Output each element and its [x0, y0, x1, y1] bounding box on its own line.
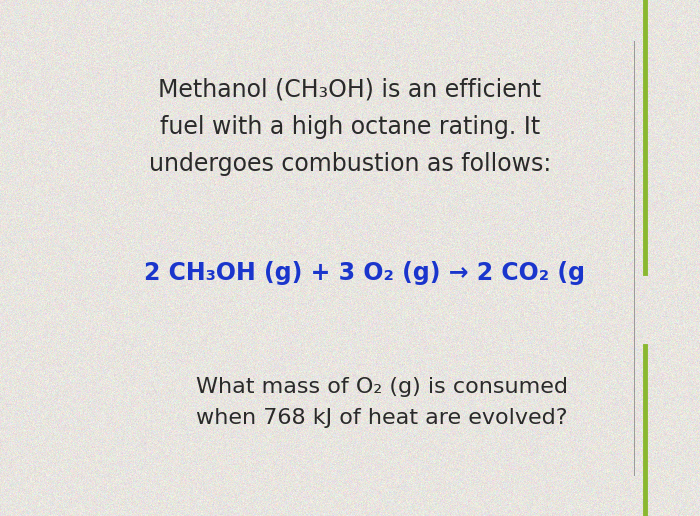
- Text: Methanol (CH₃OH) is an efficient
fuel with a high octane rating. It
undergoes co: Methanol (CH₃OH) is an efficient fuel wi…: [149, 77, 551, 176]
- Text: What mass of O₂ (g) is consumed
when 768 kJ of heat are evolved?: What mass of O₂ (g) is consumed when 768…: [196, 377, 568, 428]
- Text: 2 CH₃OH (g) + 3 O₂ (g) → 2 CO₂ (g: 2 CH₃OH (g) + 3 O₂ (g) → 2 CO₂ (g: [144, 262, 584, 285]
